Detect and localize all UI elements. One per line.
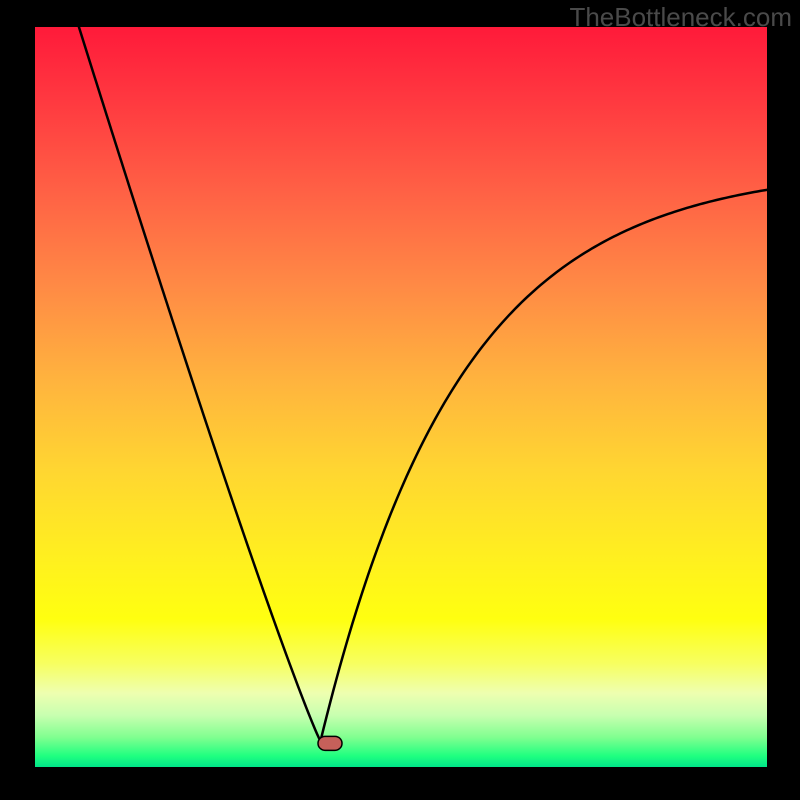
plot-background: [35, 27, 767, 767]
plot-svg: [35, 27, 767, 767]
chart-canvas: TheBottleneck.com: [0, 0, 800, 800]
plot-area: [35, 27, 767, 767]
minimum-marker: [318, 736, 342, 750]
